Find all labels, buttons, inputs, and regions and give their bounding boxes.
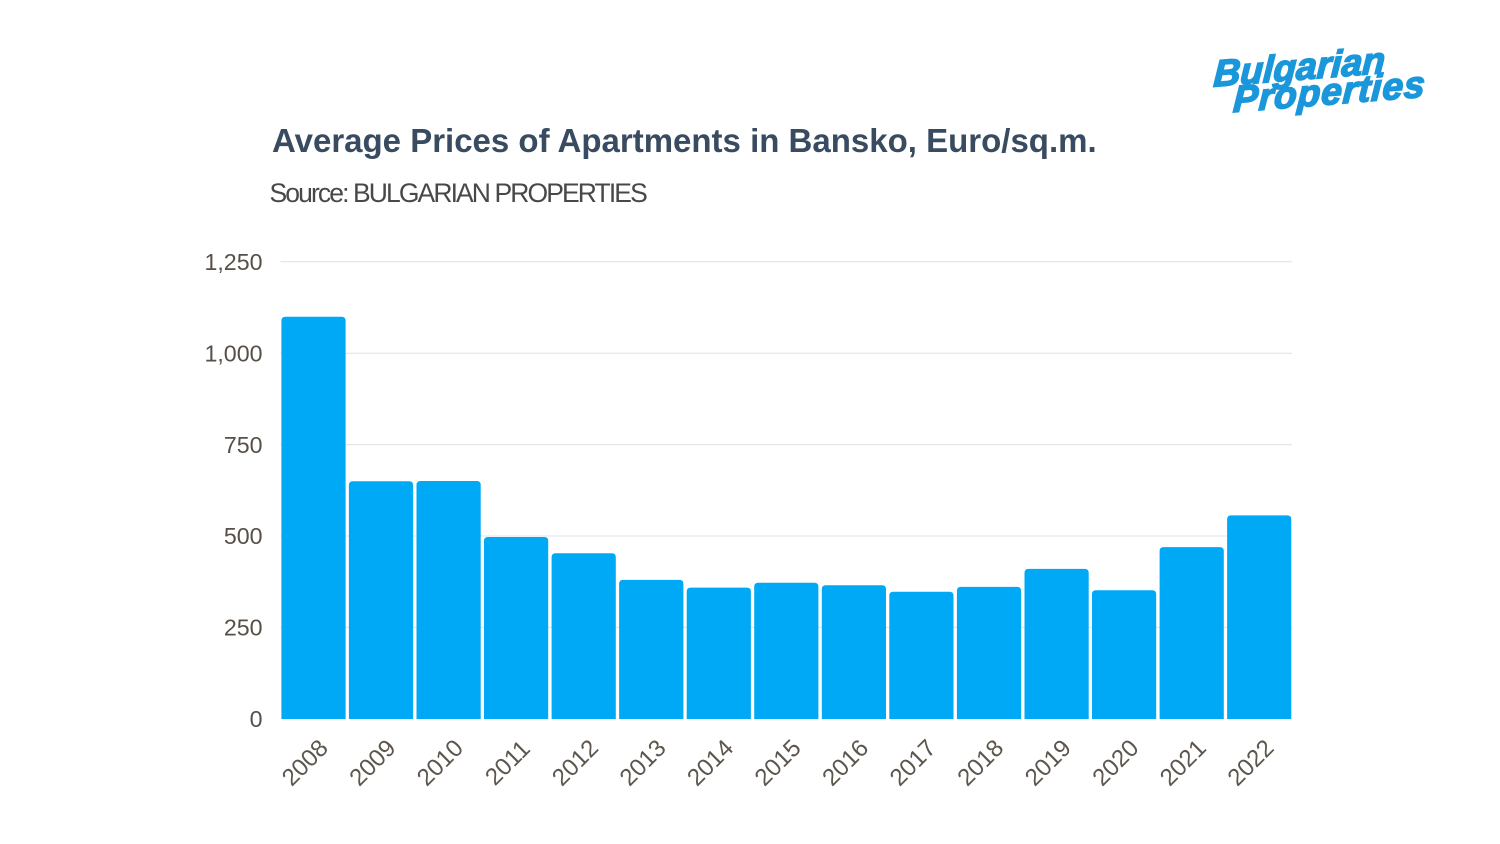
svg-text:750: 750 [224, 432, 263, 458]
svg-text:2013: 2013 [615, 735, 672, 792]
svg-text:Average Prices of Apartments i: Average Prices of Apartments in Bansko, … [272, 122, 1097, 159]
svg-text:2022: 2022 [1223, 735, 1280, 792]
svg-text:2020: 2020 [1087, 735, 1144, 792]
svg-text:2016: 2016 [817, 735, 874, 792]
svg-text:2012: 2012 [547, 735, 604, 792]
svg-text:2009: 2009 [344, 735, 401, 792]
svg-text:2017: 2017 [885, 735, 942, 792]
svg-text:1,250: 1,250 [204, 249, 262, 275]
svg-text:1,000: 1,000 [204, 340, 262, 366]
svg-text:250: 250 [224, 615, 263, 641]
svg-text:0: 0 [250, 706, 263, 732]
svg-text:2018: 2018 [952, 735, 1009, 792]
svg-text:2019: 2019 [1020, 735, 1077, 792]
svg-text:2014: 2014 [682, 735, 739, 792]
svg-text:Source: BULGARIAN PROPERTIES: Source: BULGARIAN PROPERTIES [270, 178, 648, 208]
svg-text:2011: 2011 [480, 735, 536, 791]
svg-text:2015: 2015 [750, 735, 807, 792]
svg-text:2010: 2010 [412, 735, 469, 792]
svg-text:500: 500 [224, 523, 263, 549]
svg-text:2021: 2021 [1155, 735, 1212, 792]
svg-text:2008: 2008 [277, 735, 334, 792]
